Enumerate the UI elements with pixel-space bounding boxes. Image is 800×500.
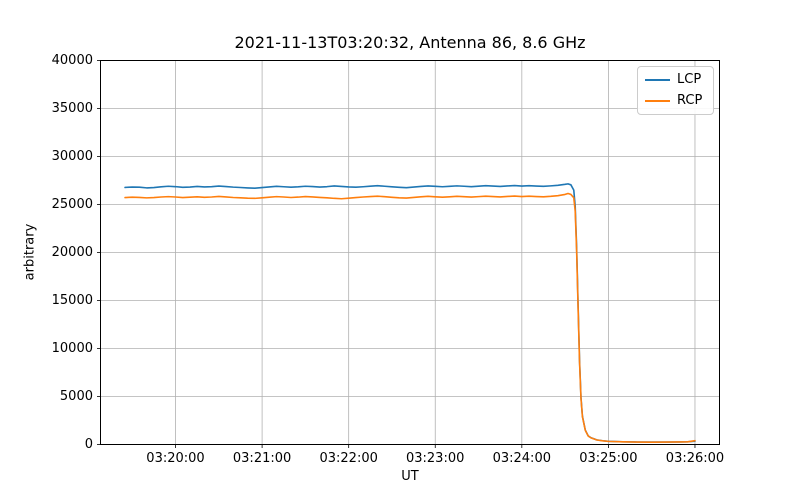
- y-tick-label-20000: 20000: [51, 244, 93, 260]
- legend-entry-rcp: RCP: [645, 94, 705, 108]
- x-axis-label: UT: [401, 469, 419, 484]
- y-tick-label-10000: 10000: [51, 340, 93, 356]
- y-tick-label-0: 0: [84, 436, 93, 452]
- y-tick-label-40000: 40000: [51, 52, 93, 68]
- y-tick-label-30000: 30000: [51, 148, 93, 164]
- rcp-line-swatch: [645, 100, 670, 102]
- legend-label-lcp: LCP: [677, 72, 702, 87]
- y-tick-label-5000: 5000: [59, 388, 93, 404]
- legend-entry-lcp: LCP: [645, 73, 705, 87]
- x-tick-label-032100: 03:21:00: [232, 451, 292, 466]
- legend: LCP RCP: [637, 66, 714, 115]
- y-tick-label-35000: 35000: [51, 100, 93, 116]
- x-tick-label-032600: 03:26:00: [665, 451, 725, 466]
- chart-title: 2021-11-13T03:20:32, Antenna 86, 8.6 GHz: [234, 33, 586, 52]
- x-tick-label-032200: 03:22:00: [319, 451, 378, 466]
- x-tick-label-032300: 03:23:00: [405, 451, 465, 466]
- lcp-line-swatch: [645, 79, 670, 81]
- legend-label-rcp: RCP: [677, 93, 703, 108]
- x-tick-label-032400: 03:24:00: [492, 451, 551, 466]
- y-tick-label-15000: 15000: [51, 292, 93, 308]
- x-tick-label-032500: 03:25:00: [579, 451, 638, 466]
- x-tick-label-032000: 03:20:00: [146, 451, 205, 466]
- y-tick-label-25000: 25000: [51, 196, 93, 212]
